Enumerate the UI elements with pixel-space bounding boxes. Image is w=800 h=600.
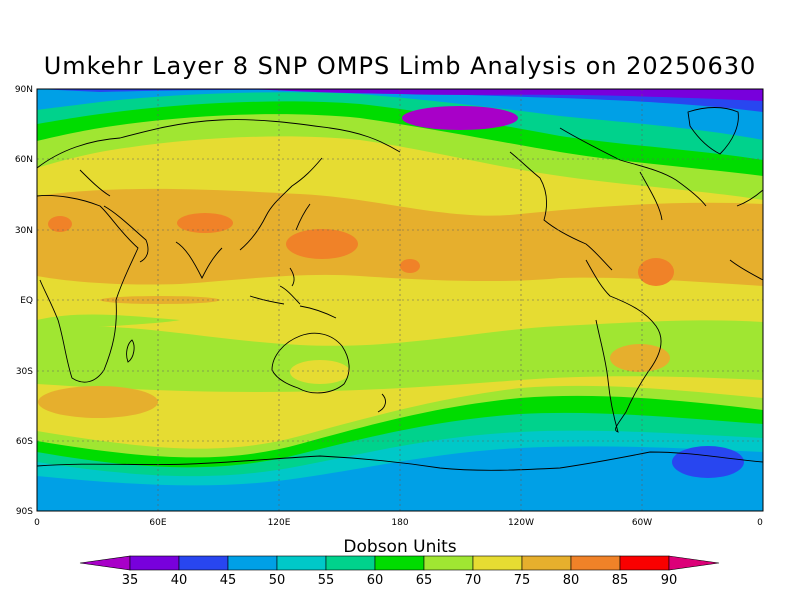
colorbar-min-arrow (79, 555, 131, 571)
lat-label: 60N (15, 155, 33, 165)
longitude-axis: 0 60E 120E 180 120W 60W 0 (34, 518, 763, 528)
colorbar-level-label: 55 (318, 573, 335, 588)
colorbar-max-arrow (668, 555, 720, 571)
colorbar-level-label: 40 (171, 573, 188, 588)
lat-label: EQ (20, 296, 33, 306)
lat-label: 90S (16, 507, 33, 517)
colorbar-level-label: 50 (269, 573, 286, 588)
colorbar-swatch (129, 555, 180, 571)
lon-label: 0 (757, 518, 763, 528)
lon-label: 60E (149, 518, 166, 528)
coastlines (37, 107, 763, 471)
colorbar: 35 40 45 50 55 60 65 70 75 80 85 90 (79, 555, 720, 588)
lat-label: 30N (15, 226, 33, 236)
lat-label: 60S (16, 437, 33, 447)
colorbar-level-label: 70 (465, 573, 482, 588)
colorbar-swatch (325, 555, 376, 571)
colorbar-swatch (570, 555, 621, 571)
colorbar-level-label: 75 (514, 573, 531, 588)
colorbar-swatch (423, 555, 474, 571)
colorbar-level-label: 85 (612, 573, 629, 588)
latitude-axis: 90N 60N 30N EQ 30S 60S 90S (15, 85, 33, 517)
colorbar-swatch (178, 555, 229, 571)
lon-label: 0 (34, 518, 40, 528)
colorbar-swatch (472, 555, 523, 571)
colorbar-level-label: 80 (563, 573, 580, 588)
lon-label: 60W (632, 518, 652, 528)
lat-label: 90N (15, 85, 33, 95)
colorbar-swatch (521, 555, 572, 571)
graticule (37, 89, 763, 511)
colorbar-swatch (276, 555, 327, 571)
colorbar-level-label: 60 (367, 573, 384, 588)
map-title: Umkehr Layer 8 SNP OMPS Limb Analysis on… (43, 52, 757, 80)
colorbar-swatch (374, 555, 425, 571)
colorbar-level-label: 35 (122, 573, 139, 588)
colorbar-title: Dobson Units (343, 537, 457, 557)
lon-label: 180 (391, 518, 408, 528)
lon-label: 120E (268, 518, 291, 528)
colorbar-level-label: 45 (220, 573, 237, 588)
colorbar-level-label: 90 (661, 573, 678, 588)
colorbar-swatch (227, 555, 278, 571)
map-frame (36, 88, 764, 512)
colorbar-level-label: 65 (416, 573, 433, 588)
lon-label: 120W (508, 518, 534, 528)
colorbar-swatch (619, 555, 670, 571)
lat-label: 30S (16, 367, 33, 377)
